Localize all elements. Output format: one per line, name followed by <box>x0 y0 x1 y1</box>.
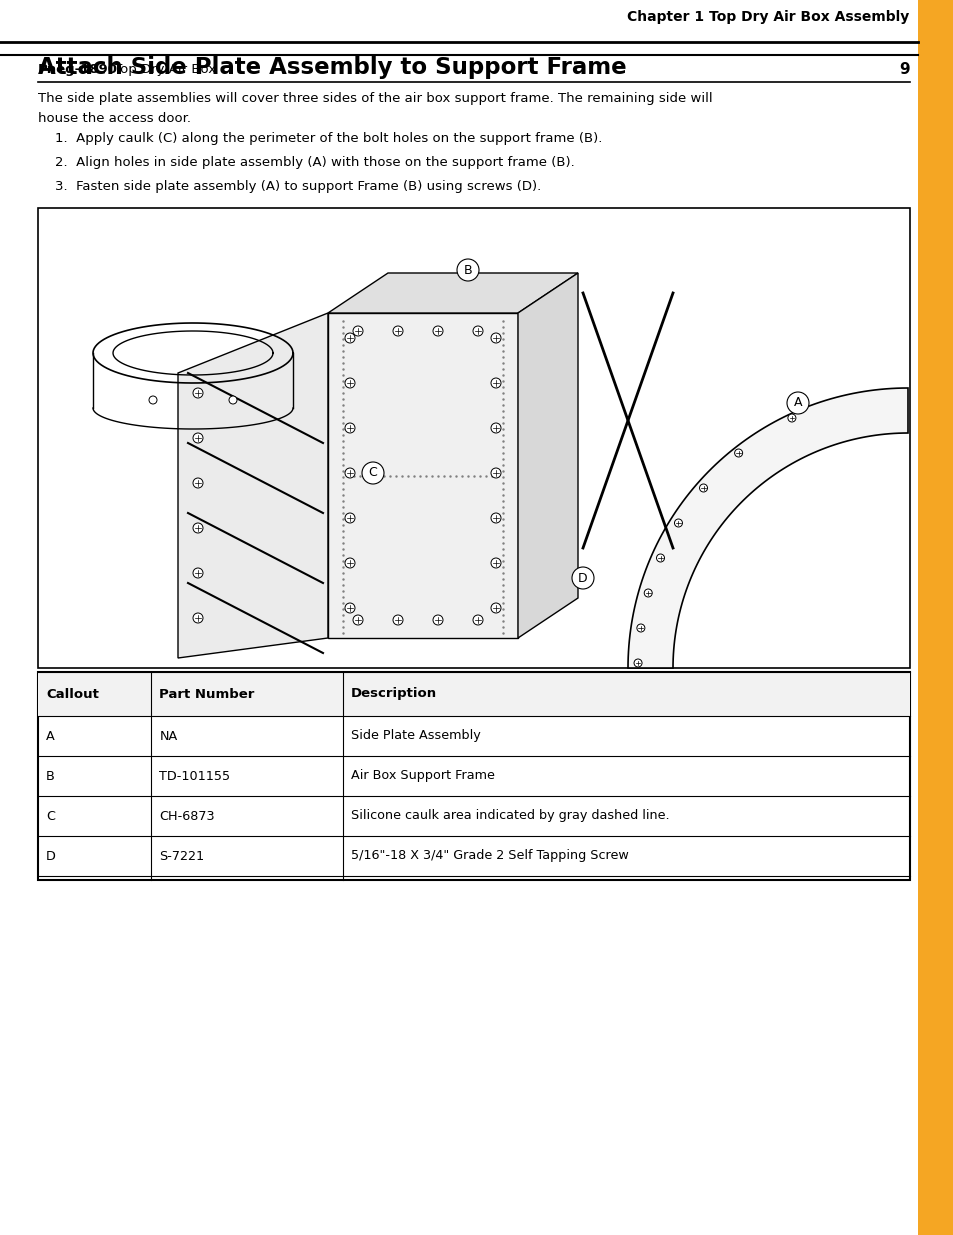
Circle shape <box>734 450 741 457</box>
Circle shape <box>353 326 363 336</box>
Circle shape <box>345 333 355 343</box>
Circle shape <box>656 555 664 562</box>
Circle shape <box>345 513 355 522</box>
Text: 2.  Align holes in side plate assembly (A) with those on the support frame (B).: 2. Align holes in side plate assembly (A… <box>55 156 574 169</box>
Text: Top Dry Air Box: Top Dry Air Box <box>110 63 216 77</box>
Text: B: B <box>463 263 472 277</box>
Text: Attach Side Plate Assembly to Support Frame: Attach Side Plate Assembly to Support Fr… <box>38 56 626 79</box>
Text: 3.  Fasten side plate assembly (A) to support Frame (B) using screws (D).: 3. Fasten side plate assembly (A) to sup… <box>55 180 540 193</box>
Circle shape <box>361 462 384 484</box>
Circle shape <box>345 424 355 433</box>
Text: Callout: Callout <box>46 688 99 700</box>
Bar <box>38 672 909 881</box>
Circle shape <box>345 378 355 388</box>
Circle shape <box>345 603 355 613</box>
Circle shape <box>433 326 442 336</box>
Circle shape <box>572 567 594 589</box>
Text: CH-6873: CH-6873 <box>159 809 214 823</box>
Text: A: A <box>793 396 801 410</box>
Polygon shape <box>328 273 578 312</box>
Text: Air Box Support Frame: Air Box Support Frame <box>351 769 495 783</box>
Text: house the access door.: house the access door. <box>38 112 191 125</box>
Text: C: C <box>46 809 55 823</box>
Bar <box>38 207 909 668</box>
Text: Silicone caulk area indicated by gray dashed line.: Silicone caulk area indicated by gray da… <box>351 809 669 823</box>
Circle shape <box>229 396 236 404</box>
Circle shape <box>491 468 500 478</box>
Bar <box>917 0 953 1235</box>
Polygon shape <box>178 312 328 658</box>
Circle shape <box>786 391 808 414</box>
Circle shape <box>193 433 203 443</box>
Circle shape <box>193 613 203 622</box>
Text: D: D <box>578 572 587 584</box>
Text: Side Plate Assembly: Side Plate Assembly <box>351 730 480 742</box>
Text: 5/16"-18 X 3/4" Grade 2 Self Tapping Screw: 5/16"-18 X 3/4" Grade 2 Self Tapping Scr… <box>351 850 628 862</box>
Circle shape <box>393 615 402 625</box>
Text: Part Number: Part Number <box>159 688 254 700</box>
Circle shape <box>643 589 652 597</box>
Text: The side plate assemblies will cover three sides of the air box support frame. T: The side plate assemblies will cover thr… <box>38 91 712 105</box>
Circle shape <box>433 615 442 625</box>
Polygon shape <box>627 388 907 668</box>
Text: D: D <box>46 850 56 862</box>
Circle shape <box>345 468 355 478</box>
Circle shape <box>699 484 707 492</box>
Text: NA: NA <box>159 730 177 742</box>
Text: TD-101155: TD-101155 <box>159 769 231 783</box>
Circle shape <box>193 568 203 578</box>
Circle shape <box>345 558 355 568</box>
Circle shape <box>193 522 203 534</box>
Circle shape <box>637 624 644 632</box>
Text: B: B <box>46 769 54 783</box>
Text: C: C <box>368 467 377 479</box>
Circle shape <box>674 519 681 527</box>
Circle shape <box>456 259 478 282</box>
Text: Description: Description <box>351 688 436 700</box>
Text: Chapter 1 Top Dry Air Box Assembly: Chapter 1 Top Dry Air Box Assembly <box>627 10 909 23</box>
Text: 9: 9 <box>898 63 909 78</box>
Circle shape <box>491 513 500 522</box>
Circle shape <box>149 396 157 404</box>
Circle shape <box>491 603 500 613</box>
Circle shape <box>473 615 482 625</box>
Circle shape <box>491 558 500 568</box>
Text: 1.  Apply caulk (C) along the perimeter of the bolt holes on the support frame (: 1. Apply caulk (C) along the perimeter o… <box>55 132 601 144</box>
Polygon shape <box>517 273 578 638</box>
Circle shape <box>491 378 500 388</box>
Text: S-7221: S-7221 <box>159 850 204 862</box>
Circle shape <box>634 659 641 667</box>
Circle shape <box>193 388 203 398</box>
Circle shape <box>787 414 795 422</box>
Polygon shape <box>328 312 517 638</box>
Bar <box>38 672 909 716</box>
Circle shape <box>193 478 203 488</box>
Circle shape <box>353 615 363 625</box>
Circle shape <box>491 333 500 343</box>
Circle shape <box>393 326 402 336</box>
Circle shape <box>473 326 482 336</box>
Text: A: A <box>46 730 54 742</box>
Text: Pneg-1890: Pneg-1890 <box>38 63 118 77</box>
Circle shape <box>491 424 500 433</box>
